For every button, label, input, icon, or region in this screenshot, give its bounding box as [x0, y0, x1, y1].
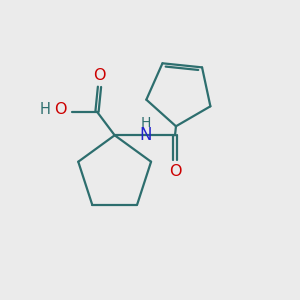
Text: H: H	[140, 116, 151, 130]
Text: N: N	[139, 126, 152, 144]
Text: O: O	[93, 68, 106, 83]
Text: H: H	[40, 103, 51, 118]
Text: O: O	[169, 164, 181, 179]
Text: O: O	[55, 103, 67, 118]
